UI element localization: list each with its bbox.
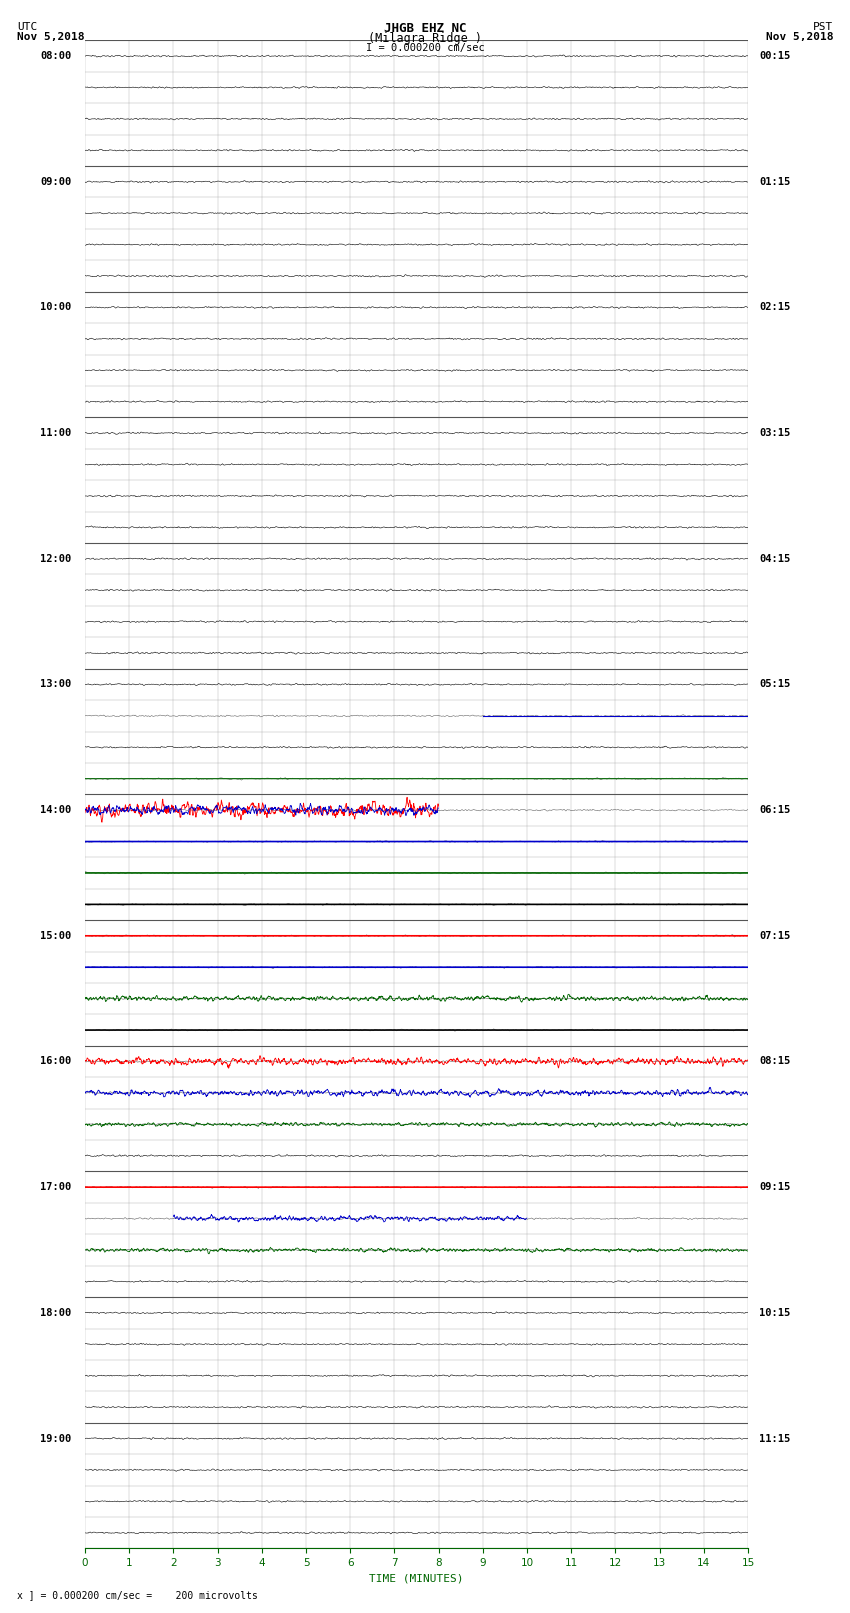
- Text: 10:15: 10:15: [759, 1308, 791, 1318]
- Text: 03:15: 03:15: [759, 427, 791, 439]
- Text: I = 0.000200 cm/sec: I = 0.000200 cm/sec: [366, 44, 484, 53]
- Text: Nov 5,2018: Nov 5,2018: [766, 32, 833, 42]
- Text: 05:15: 05:15: [759, 679, 791, 689]
- Text: JHGB EHZ NC: JHGB EHZ NC: [383, 23, 467, 35]
- Text: 07:15: 07:15: [759, 931, 791, 940]
- Text: 06:15: 06:15: [759, 805, 791, 815]
- Text: UTC: UTC: [17, 23, 37, 32]
- Text: Nov 5,2018: Nov 5,2018: [17, 32, 84, 42]
- Text: 08:15: 08:15: [759, 1057, 791, 1066]
- Text: 12:00: 12:00: [41, 553, 71, 565]
- Text: 01:15: 01:15: [759, 177, 791, 187]
- Text: x ] = 0.000200 cm/sec =    200 microvolts: x ] = 0.000200 cm/sec = 200 microvolts: [17, 1590, 258, 1600]
- Text: (Milagra Ridge ): (Milagra Ridge ): [368, 32, 482, 45]
- Text: 17:00: 17:00: [41, 1182, 71, 1192]
- Text: 11:15: 11:15: [759, 1434, 791, 1444]
- Text: 13:00: 13:00: [41, 679, 71, 689]
- Text: 10:00: 10:00: [41, 302, 71, 313]
- Text: 04:15: 04:15: [759, 553, 791, 565]
- Text: 11:00: 11:00: [41, 427, 71, 439]
- Text: 02:15: 02:15: [759, 302, 791, 313]
- Text: 14:00: 14:00: [41, 805, 71, 815]
- Text: 16:00: 16:00: [41, 1057, 71, 1066]
- Text: 15:00: 15:00: [41, 931, 71, 940]
- Text: 18:00: 18:00: [41, 1308, 71, 1318]
- Text: PST: PST: [813, 23, 833, 32]
- Text: 09:15: 09:15: [759, 1182, 791, 1192]
- X-axis label: TIME (MINUTES): TIME (MINUTES): [369, 1574, 464, 1584]
- Text: 19:00: 19:00: [41, 1434, 71, 1444]
- Text: 00:15: 00:15: [759, 52, 791, 61]
- Text: 09:00: 09:00: [41, 177, 71, 187]
- Text: 08:00: 08:00: [41, 52, 71, 61]
